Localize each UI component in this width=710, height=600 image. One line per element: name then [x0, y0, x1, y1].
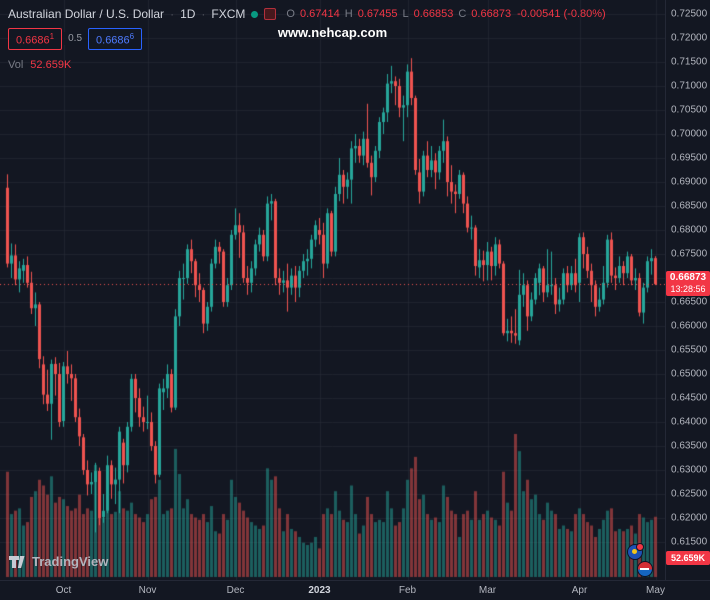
price-tick-label: 0.70000	[671, 128, 708, 140]
price-tick-label: 0.62000	[671, 512, 708, 524]
event-flag-center	[632, 549, 637, 554]
bar-countdown: 13:28:56	[670, 284, 706, 295]
time-tick-label: 2023	[308, 585, 331, 596]
time-tick-label: Oct	[55, 585, 72, 596]
price-tick-label: 0.64000	[671, 416, 708, 428]
price-tick-label: 0.69500	[671, 152, 708, 164]
time-tick-label: Nov	[138, 585, 157, 596]
price-tick-label: 0.63500	[671, 440, 708, 452]
low-value: 0.66853	[413, 8, 454, 20]
buy-price-pip: 6	[129, 32, 135, 41]
interval-label[interactable]: 1D	[180, 7, 196, 21]
open-label: O	[286, 8, 295, 20]
high-value: 0.67455	[357, 8, 398, 20]
current-price-label: 0.66873 13:28:56	[666, 271, 710, 297]
economic-event-icon-2[interactable]	[637, 561, 653, 577]
low-label: L	[402, 8, 409, 20]
spread-value: 0.5	[62, 32, 89, 46]
price-tick-label: 0.69000	[671, 176, 708, 188]
price-tick-label: 0.62500	[671, 488, 708, 500]
time-tick-label: May	[646, 585, 665, 596]
vol-label: Vol	[8, 58, 24, 71]
open-value: 0.67414	[299, 8, 340, 20]
exchange-label[interactable]: FXCM	[211, 7, 246, 21]
time-scale[interactable]: Oct Nov Dec 2023 Feb Mar Apr May	[0, 580, 710, 600]
ohlc-values: O 0.67414 H 0.67455 L 0.66853 C 0.66873	[286, 8, 511, 20]
close-label: C	[458, 8, 467, 20]
change-value: -0.00541 (-0.80%)	[517, 8, 606, 20]
tradingview-logo-text: TradingView	[32, 553, 109, 569]
economic-event-icon-1[interactable]	[627, 543, 644, 560]
price-tick-label: 0.72500	[671, 8, 708, 20]
market-status-icon[interactable]	[251, 10, 259, 18]
time-tick-label: Dec	[226, 585, 245, 596]
candlestick-chart-canvas[interactable]	[0, 0, 665, 580]
event-alert-dot	[636, 543, 644, 551]
legend: Australian Dollar / U.S. Dollar · 1D · F…	[8, 6, 606, 71]
price-tick-label: 0.72000	[671, 32, 708, 44]
time-tick-label: Apr	[571, 585, 588, 596]
vol-value: 52.659K	[30, 58, 72, 71]
price-tick-label: 0.65000	[671, 368, 708, 380]
sell-price: 0.6686	[16, 34, 50, 47]
time-tick-label: Mar	[478, 585, 497, 596]
symbol-title[interactable]: Australian Dollar / U.S. Dollar	[8, 7, 165, 21]
separator: ·	[170, 7, 175, 21]
separator: ·	[201, 7, 206, 21]
chart-watermark: www.nehcap.com	[277, 25, 388, 40]
volume-axis-label: 52.659K	[666, 551, 710, 565]
price-tick-label: 0.70500	[671, 104, 708, 116]
buy-button[interactable]: 0.66866	[88, 28, 143, 50]
price-tick-label: 0.71500	[671, 56, 708, 68]
price-tick-label: 0.68000	[671, 224, 708, 236]
close-value: 0.66873	[471, 8, 512, 20]
sell-button[interactable]: 0.66861	[8, 28, 63, 50]
buy-price: 0.6686	[96, 34, 130, 47]
price-tick-label: 0.63000	[671, 464, 708, 476]
price-tick-label: 0.65500	[671, 344, 708, 356]
event-flag-band	[640, 568, 649, 570]
high-label: H	[344, 8, 353, 20]
price-tick-label: 0.68500	[671, 200, 708, 212]
price-tick-label: 0.67500	[671, 248, 708, 260]
time-tick-label: Feb	[398, 585, 417, 596]
price-tick-label: 0.61500	[671, 536, 708, 548]
price-tick-label: 0.66000	[671, 320, 708, 332]
tradingview-logo-icon	[9, 556, 25, 568]
last-price-value: 0.66873	[669, 272, 707, 284]
price-tick-label: 0.66500	[671, 296, 708, 308]
tradingview-attribution[interactable]: TradingView	[8, 552, 108, 570]
volume-indicator: Vol 52.659K	[8, 59, 606, 71]
price-tick-label: 0.64500	[671, 392, 708, 404]
legend-menu-icon[interactable]	[264, 8, 277, 20]
sell-price-pip: 1	[49, 32, 55, 41]
price-tick-label: 0.71000	[671, 80, 708, 92]
